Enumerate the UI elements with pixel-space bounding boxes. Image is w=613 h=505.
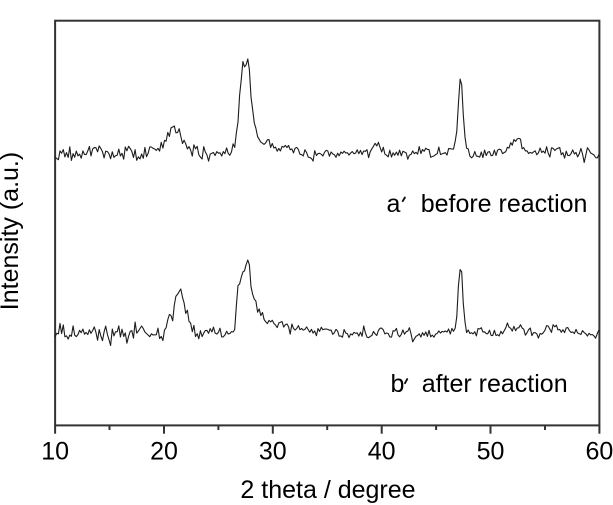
svg-text:50: 50 [477,438,505,466]
svg-text:30: 30 [259,438,287,466]
svg-text:b: b [391,370,405,398]
svg-text:40: 40 [368,438,396,466]
svg-text:60: 60 [585,438,613,466]
svg-text:20: 20 [150,438,178,466]
svg-text:10: 10 [41,438,69,466]
svg-text:2 theta / degree: 2 theta / degree [240,476,415,504]
svg-text:before reaction: before reaction [421,190,588,218]
svg-text:Intensity (a.u.): Intensity (a.u.) [0,152,24,310]
svg-text:after reaction: after reaction [422,370,568,398]
svg-text:a: a [387,190,401,218]
